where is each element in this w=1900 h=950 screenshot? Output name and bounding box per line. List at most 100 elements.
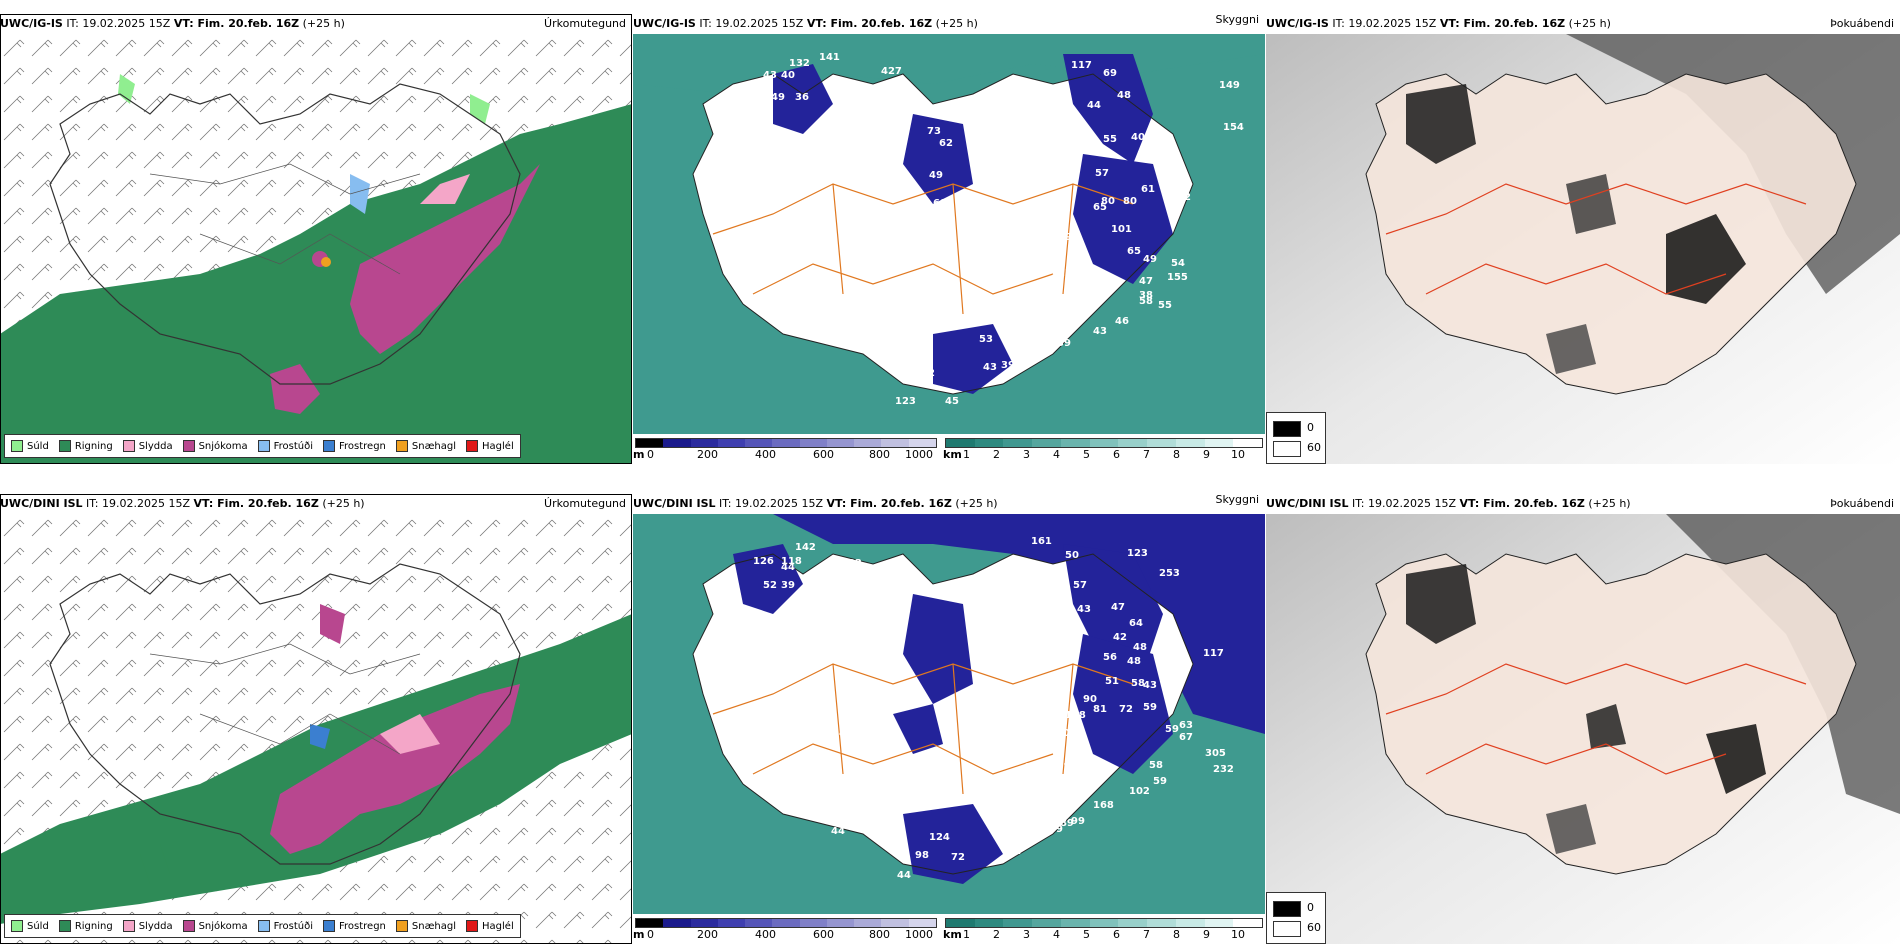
visibility-value-label: 42 (1113, 632, 1127, 643)
colorbar-tick: 8 (1173, 448, 1180, 461)
lead-time: (+25 h) (1568, 17, 1611, 30)
valid-time: VT: Fim. 20.feb. 16Z (1439, 17, 1566, 30)
colorbar-unit: m (633, 928, 645, 941)
panel-title: Skyggni (1215, 14, 1259, 26)
visibility-value-label: 42 (1173, 650, 1187, 661)
visibility-value-label: 63 (1179, 720, 1193, 731)
legend-swatch (11, 920, 23, 932)
precip-panel-row2: UWC/DINI ISL IT: 19.02.2025 15Z VT: Fim.… (0, 494, 632, 944)
visibility-value-label: 51 (1105, 676, 1119, 687)
visibility-value-label: 889 (1053, 818, 1074, 829)
visibility-value-label: 69 (933, 198, 947, 209)
visibility-value-label: 253 (1159, 568, 1180, 579)
road-network (1385, 663, 1807, 775)
visibility-value-label: 39 (1057, 338, 1071, 349)
visibility-value-label: 44 (831, 826, 845, 837)
colorbar-tick: 0 (647, 928, 654, 941)
lead-time: (+25 h) (935, 17, 978, 30)
colorbar-tick: 1 (963, 928, 970, 941)
model-name: UWC/DINI ISL (0, 497, 83, 510)
lead-time: (+25 h) (1588, 497, 1631, 510)
rain-area (0, 104, 632, 464)
colorbar-tick: 400 (755, 928, 776, 941)
visibility-value-label: 62 (939, 138, 953, 149)
visibility-value-label: 48 (1127, 656, 1141, 667)
legend-label: 60 (1307, 441, 1321, 454)
legend-swatch (395, 920, 408, 932)
coastline (49, 83, 521, 385)
visibility-value-label: 85 (1089, 270, 1103, 281)
colorbar-tick: 9 (1203, 448, 1210, 461)
colorbar-tick: 5 (1083, 448, 1090, 461)
visibility-value-label: 57 (1095, 168, 1109, 179)
coastline (1365, 553, 1857, 875)
colorbar-tick: 7 (1143, 448, 1150, 461)
legend-item: Frostregn (323, 920, 386, 932)
visibility-value-label: 117 (1203, 648, 1224, 659)
visibility-colorbar (945, 918, 1263, 928)
ceiling-colorbar (635, 438, 937, 448)
visibility-value-label: 43 (763, 70, 777, 81)
visibility-value-label: 59 (1049, 824, 1063, 835)
visibility-value-label: 52 (763, 580, 777, 591)
visibility-value-label: 67 (1179, 732, 1193, 743)
visibility-value-label: 90 (1083, 694, 1097, 705)
colorbar-tick: 3 (1023, 448, 1030, 461)
panel-header: UWC/DINI ISL IT: 19.02.2025 15Z VT: Fim.… (0, 494, 632, 514)
land-area (693, 74, 1193, 394)
visibility-value-label: 427 (881, 66, 902, 77)
colorbar-tick: 400 (755, 448, 776, 461)
visibility-value-label: 36 (815, 610, 829, 621)
visibility-value-label: 99 (1071, 816, 1085, 827)
precip-map (0, 514, 632, 944)
colorbar-tick: 4 (1053, 448, 1060, 461)
colorbar-tick: 7 (1143, 928, 1150, 941)
precip-map (0, 34, 632, 464)
legend-item: Snæhagl (395, 920, 456, 932)
visibility-value-label: 72 (853, 744, 867, 755)
visibility-value-label: 101 (1043, 252, 1064, 263)
visibility-value-label: 43 (1077, 604, 1091, 615)
valid-time: VT: Fim. 20.feb. 16Z (173, 17, 300, 30)
legend-item: Frostúði (257, 440, 313, 452)
visibility-value-label: 43 (1093, 326, 1107, 337)
panel-title: Úrkomutegund (544, 497, 626, 510)
legend-label: 0 (1307, 421, 1314, 434)
snow-area (270, 684, 520, 854)
coastline (692, 553, 1194, 875)
legend-swatch (1273, 441, 1301, 457)
fog-panel-row2: UWC/DINI ISL IT: 19.02.2025 15Z VT: Fim.… (1266, 494, 1900, 944)
visibility-value-label: 155 (1167, 272, 1188, 283)
lead-time: (+25 h) (302, 17, 345, 30)
model-name: UWC/IG-IS (0, 17, 63, 30)
visibility-value-label: 48 (1117, 90, 1131, 101)
colorbar-unit: km (943, 448, 962, 461)
color-bars: m 0 200 400 600 800 1000 km 1 2 3 4 5 6 … (633, 436, 1265, 464)
colorbar-tick: 600 (813, 448, 834, 461)
visibility-value-label: 52 (821, 126, 835, 137)
legend-item: Snjókoma (182, 440, 248, 452)
visibility-value-label: 150 (1049, 728, 1070, 739)
visibility-value-label: 59 (1165, 724, 1179, 735)
colorbar-tick: 800 (869, 928, 890, 941)
visibility-value-label: 109 (1045, 642, 1066, 653)
valid-time: VT: Fim. 20.feb. 16Z (1459, 497, 1585, 510)
visibility-value-label: 50 (1065, 550, 1079, 561)
colorbar-tick: 200 (697, 928, 718, 941)
legend-item: Súld (11, 920, 49, 932)
colorbar-tick: 9 (1203, 928, 1210, 941)
precip-legend: Súld Rigning Slydda Snjókoma Frostúði Fr… (4, 434, 521, 458)
vis-panel-row1: UWC/IG-IS IT: 19.02.2025 15Z VT: Fim. 20… (633, 14, 1265, 464)
visibility-value-label: 49 (771, 92, 785, 103)
colorbar-tick: 1 (963, 448, 970, 461)
legend-item: Haglél (466, 920, 514, 932)
colorbar-tick: 10 (1231, 928, 1245, 941)
colorbar-tick: 6 (1113, 928, 1120, 941)
lead-time: (+25 h) (322, 497, 365, 510)
visibility-value-label: 62 (921, 368, 935, 379)
legend-swatch (466, 440, 479, 452)
init-time: IT: 19.02.2025 15Z (66, 17, 171, 30)
legend-swatch (58, 440, 71, 452)
